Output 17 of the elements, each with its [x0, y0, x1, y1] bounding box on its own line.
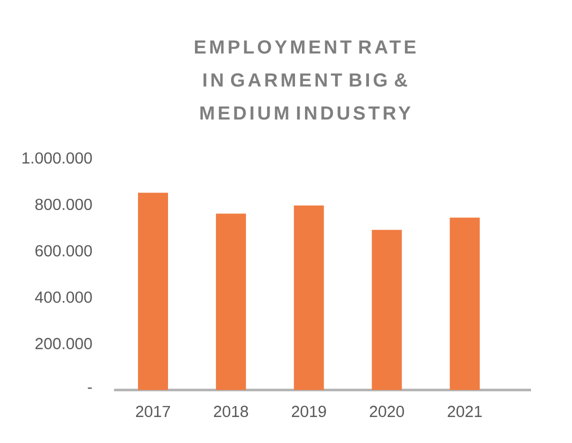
x-tick-label: 2018	[214, 406, 248, 418]
x-tick-label: 2020	[370, 406, 404, 418]
bar	[216, 214, 246, 390]
x-tick-label: 2021	[448, 406, 482, 418]
chart-title: EMPLOYMENT RATE IN GARMENT BIG & MEDIUM INDUSTRY	[194, 40, 416, 120]
y-tick-label: 400.000	[35, 292, 92, 303]
bar	[138, 192, 168, 390]
y-tick-label: 1.000.000	[22, 152, 92, 164]
x-tick-label: 2017	[136, 406, 170, 418]
y-tick-label: 800.000	[35, 198, 92, 210]
bar	[450, 218, 480, 390]
y-tick-label: -	[88, 388, 92, 389]
y-tick-label: 200.000	[35, 338, 92, 350]
x-tick-label: 2019	[292, 406, 326, 418]
y-tick-label: 600.000	[35, 245, 92, 256]
bar	[372, 230, 402, 390]
bar	[294, 206, 324, 390]
